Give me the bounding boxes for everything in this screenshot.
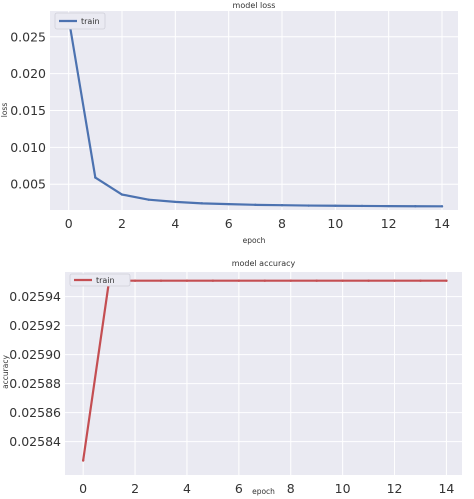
chart-title: model accuracy xyxy=(232,259,296,268)
x-tick-label: 6 xyxy=(235,481,243,496)
data-point xyxy=(334,204,337,207)
y-tick-label: 0.02590 xyxy=(9,347,61,362)
x-tick-label: 10 xyxy=(327,216,343,231)
data-point xyxy=(227,202,230,206)
data-point xyxy=(387,204,390,208)
x-tick-label: 8 xyxy=(287,481,295,496)
data-point xyxy=(81,459,85,462)
y-tick-label: 0.015 xyxy=(10,103,46,118)
data-point xyxy=(133,279,137,282)
data-point xyxy=(360,204,364,208)
data-point xyxy=(414,205,417,208)
x-tick-label: 12 xyxy=(381,216,397,231)
y-tick-label: 0.025 xyxy=(10,29,46,44)
y-tick-label: 0.02594 xyxy=(9,289,61,304)
y-tick-label: 0.005 xyxy=(10,177,46,192)
x-axis-label: epoch xyxy=(252,487,275,496)
legend-box xyxy=(54,12,106,30)
data-point xyxy=(440,205,444,208)
data-point xyxy=(211,279,215,282)
x-tick-label: 14 xyxy=(434,216,450,231)
data-point xyxy=(367,279,370,282)
legend-label: train xyxy=(81,17,100,26)
y-tick-label: 0.02588 xyxy=(9,376,61,391)
data-point xyxy=(200,202,204,205)
y-axis-label: loss xyxy=(0,103,9,118)
y-tick-label: 0.02586 xyxy=(9,405,61,420)
y-axis-label: accuracy xyxy=(1,355,10,389)
y-tick-label: 0.02584 xyxy=(9,434,61,449)
data-point xyxy=(159,279,163,282)
x-tick-label: 8 xyxy=(278,216,286,231)
plot-area-1 xyxy=(65,272,462,475)
data-point xyxy=(307,204,310,207)
legend-box xyxy=(69,273,131,287)
x-tick-label: 4 xyxy=(183,481,191,496)
data-point xyxy=(445,279,448,282)
data-point xyxy=(393,279,396,282)
data-point xyxy=(254,203,257,207)
y-tick-label: 0.020 xyxy=(10,66,46,81)
data-point xyxy=(120,193,124,196)
x-tick-label: 6 xyxy=(225,216,233,231)
data-point xyxy=(174,200,177,204)
y-tick-label: 0.010 xyxy=(10,140,46,155)
x-tick-label: 0 xyxy=(79,481,87,496)
x-tick-label: 10 xyxy=(335,481,351,496)
x-axis-label: epoch xyxy=(243,236,266,245)
x-tick-label: 2 xyxy=(118,216,126,231)
data-point xyxy=(341,279,344,282)
x-tick-label: 14 xyxy=(438,481,454,496)
x-tick-label: 2 xyxy=(131,481,139,496)
data-point xyxy=(94,176,97,179)
data-point xyxy=(185,279,189,282)
y-tick-label: 0.02592 xyxy=(9,318,61,333)
data-point xyxy=(419,279,422,282)
x-tick-label: 4 xyxy=(171,216,179,231)
data-point xyxy=(315,279,318,282)
data-point xyxy=(147,198,150,201)
chart-title: model loss xyxy=(233,1,276,10)
data-point xyxy=(289,279,292,282)
data-point xyxy=(237,279,241,282)
legend-label: train xyxy=(96,276,115,285)
x-tick-label: 12 xyxy=(387,481,403,496)
data-point xyxy=(280,204,284,207)
data-point xyxy=(263,279,266,282)
x-tick-label: 0 xyxy=(65,216,73,231)
